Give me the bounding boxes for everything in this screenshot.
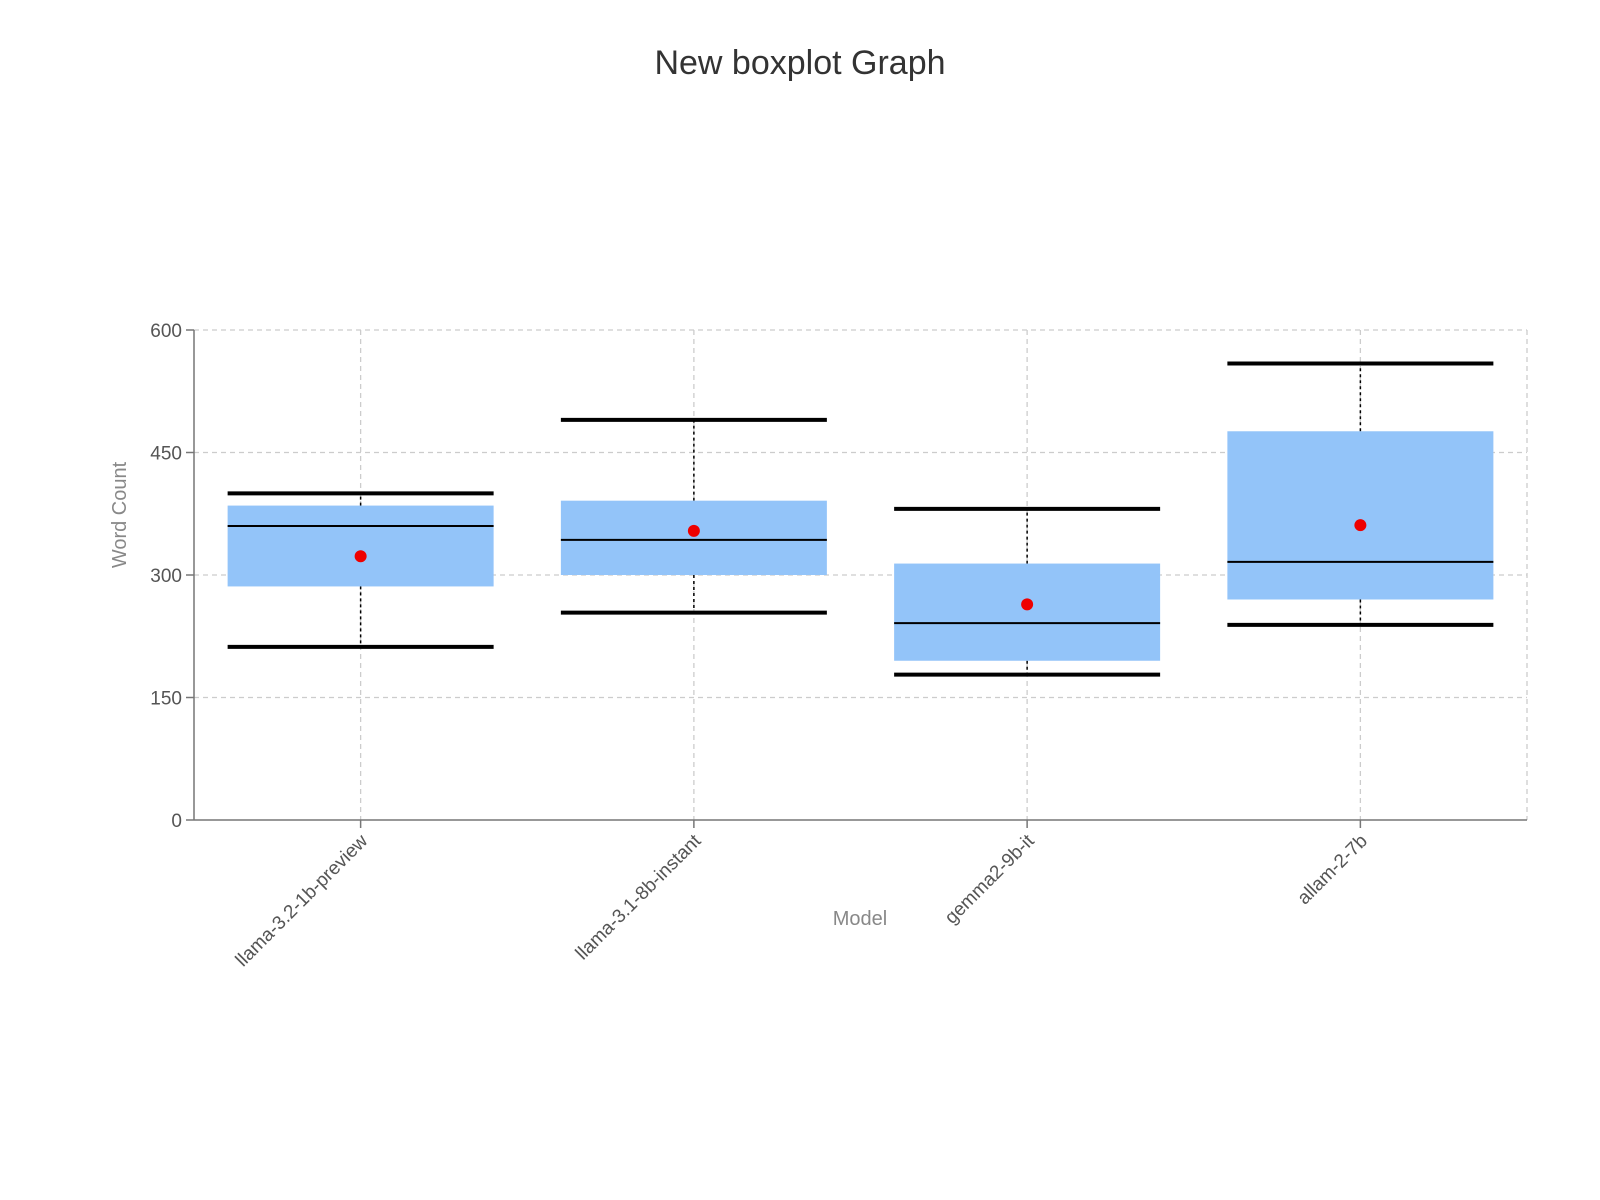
- box-group: [560, 417, 827, 615]
- y-tick-label: 0: [171, 811, 182, 832]
- mean-point: [354, 550, 367, 563]
- y-axis-label: Word Count: [109, 461, 131, 568]
- x-tick-label: llama-3.1-8b-instant: [572, 830, 706, 964]
- mean-point: [687, 524, 700, 537]
- x-axis-label: Model: [833, 908, 887, 930]
- box-group: [227, 491, 494, 649]
- y-tick-label: 600: [150, 321, 182, 342]
- x-tick-label: allam-2-7b: [1294, 831, 1372, 909]
- chart-title: New boxplot Graph: [654, 44, 946, 82]
- x-tick-label: llama-3.2-1b-preview: [232, 830, 372, 970]
- x-tick-label: gemma2-9b-it: [941, 830, 1039, 928]
- iqr-box: [894, 563, 1161, 661]
- iqr-box: [1227, 431, 1494, 600]
- iqr-box: [560, 500, 827, 575]
- iqr-box: [227, 505, 494, 587]
- box-group: [894, 506, 1161, 677]
- y-tick-label: 450: [150, 444, 182, 465]
- mean-point: [1021, 598, 1034, 611]
- y-tick-label: 300: [150, 566, 182, 587]
- box-group: [1227, 361, 1494, 627]
- y-tick-label: 150: [150, 689, 182, 710]
- mean-point: [1354, 519, 1367, 532]
- box-layer: [227, 361, 1494, 677]
